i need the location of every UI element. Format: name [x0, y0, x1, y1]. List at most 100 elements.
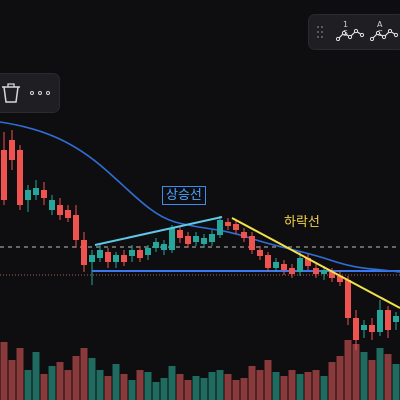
uptrend-label[interactable]: 상승선	[162, 186, 206, 205]
candle-body	[17, 150, 23, 205]
volume-bar	[336, 356, 344, 400]
volume-bar	[232, 380, 240, 400]
volume-bar	[136, 370, 144, 400]
candle-body	[209, 234, 215, 242]
candle-body	[145, 248, 151, 255]
candle-body	[105, 252, 111, 262]
drag-handle-icon[interactable]	[317, 26, 325, 38]
candle-body	[353, 318, 359, 340]
volume-bar	[104, 376, 112, 400]
trash-icon[interactable]	[1, 82, 21, 104]
candle-body	[49, 200, 55, 210]
volume-bar	[96, 370, 104, 400]
volume-bar	[32, 352, 40, 400]
candle-body	[81, 240, 87, 265]
candle-body	[161, 244, 167, 250]
wave-pattern-icon	[336, 29, 364, 41]
candle-body	[393, 316, 399, 322]
candle-body	[241, 232, 247, 238]
volume-bars	[0, 340, 400, 400]
volume-bar	[0, 342, 8, 400]
drawing-toolbar	[0, 73, 60, 113]
candle-body	[129, 250, 135, 256]
volume-bar	[208, 372, 216, 400]
candle-body	[217, 220, 223, 235]
volume-bar	[264, 360, 272, 400]
volume-bar	[368, 360, 376, 400]
candle-body	[41, 190, 47, 198]
candle-body	[113, 255, 119, 262]
candle-body	[273, 262, 279, 268]
volume-bar	[240, 378, 248, 400]
volume-bar	[328, 362, 336, 400]
volume-bar	[40, 374, 48, 400]
volume-bar	[176, 374, 184, 400]
candle-body	[265, 255, 271, 268]
candle-body	[225, 222, 231, 226]
candle-body	[233, 224, 239, 230]
candle-body	[201, 238, 207, 244]
candle-body	[281, 264, 287, 270]
volume-bar	[392, 364, 400, 400]
volume-bar	[352, 344, 360, 400]
volume-bar	[48, 366, 56, 400]
moving-average-line	[0, 121, 400, 273]
candle-body	[185, 236, 191, 244]
volume-bar	[168, 366, 176, 400]
volume-bar	[24, 370, 32, 400]
volume-bar	[160, 378, 168, 400]
candle-body	[337, 276, 343, 282]
volume-bar	[256, 370, 264, 400]
candle-body	[57, 205, 63, 215]
volume-bar	[192, 376, 200, 400]
abc-pattern-button[interactable]: A C	[369, 17, 399, 47]
candle-body	[249, 236, 255, 250]
candle-body	[297, 258, 303, 272]
candle-body	[137, 250, 143, 258]
candle-body	[329, 272, 335, 278]
candle-body	[289, 268, 295, 274]
candle-body	[385, 310, 391, 330]
volume-bar	[152, 382, 160, 400]
candle-body	[257, 250, 263, 256]
downtrend-line[interactable]	[231, 217, 400, 309]
candle-body	[97, 250, 103, 258]
volume-bar	[200, 378, 208, 400]
candle-body	[169, 228, 175, 250]
pattern-toolbar: 1 5 A C	[308, 14, 400, 50]
wave-pattern-button[interactable]: 1 5	[335, 17, 365, 47]
volume-bar	[248, 366, 256, 400]
volume-bar	[128, 380, 136, 400]
volume-bar	[112, 364, 120, 400]
candle-body	[65, 210, 71, 218]
volume-bar	[8, 360, 16, 400]
candle-body	[345, 280, 351, 318]
candle-body	[321, 270, 327, 274]
volume-bar	[296, 374, 304, 400]
candle-body	[361, 325, 367, 330]
candle-body	[121, 255, 127, 262]
volume-bar	[184, 380, 192, 400]
volume-bar	[56, 362, 64, 400]
volume-bar	[376, 348, 384, 400]
abc-pattern-icon	[370, 29, 398, 41]
downtrend-label[interactable]: 하락선	[284, 215, 320, 230]
uptrend-line[interactable]	[94, 216, 223, 246]
volume-bar	[80, 348, 88, 400]
candle-body	[25, 190, 31, 200]
candle-body	[313, 268, 319, 274]
volume-bar	[320, 376, 328, 400]
volume-bar	[304, 372, 312, 400]
more-options-icon[interactable]	[29, 83, 55, 103]
volume-bar	[384, 354, 392, 400]
volume-bar	[224, 374, 232, 400]
volume-bar	[88, 358, 96, 400]
candle-body	[305, 258, 311, 266]
candle-body	[1, 150, 7, 200]
volume-bar	[64, 370, 72, 400]
volume-bar	[216, 370, 224, 400]
candle-body	[153, 242, 159, 248]
volume-bar	[312, 370, 320, 400]
candle-body	[193, 236, 199, 242]
